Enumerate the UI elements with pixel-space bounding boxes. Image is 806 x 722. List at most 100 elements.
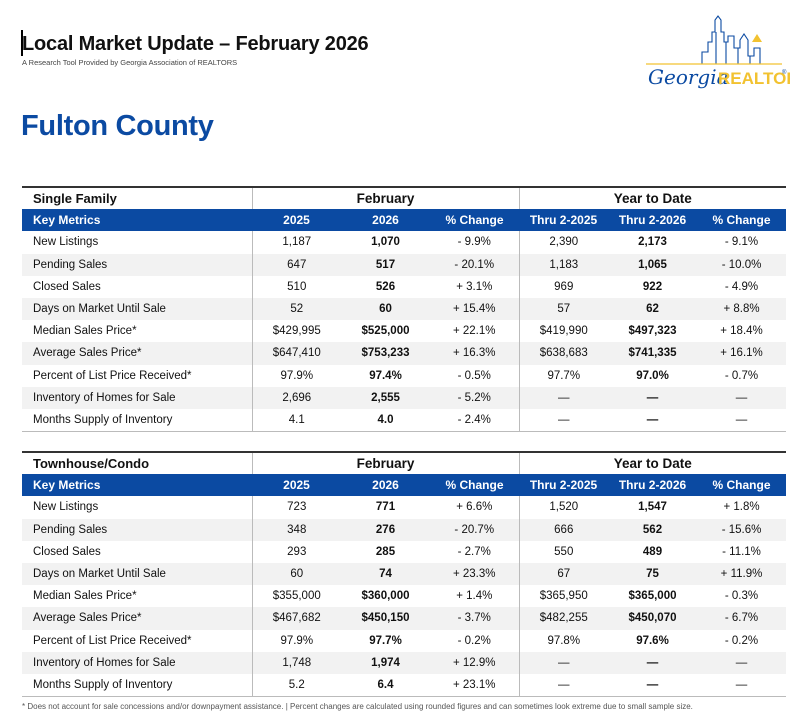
pct-change: - 20.1% — [430, 253, 519, 276]
page-title: Local Market Update – February 2026 — [22, 33, 369, 55]
pct-change: - 2.7% — [457, 545, 491, 558]
value-2025: 97.9% — [251, 629, 341, 652]
value-2026: 1,070 — [371, 236, 400, 249]
column-header-pct-change: % Change — [430, 474, 519, 497]
value-2025: 60 — [251, 562, 341, 586]
pct-change: - 5.2% — [430, 386, 519, 409]
pct-change: - 0.2% — [457, 634, 491, 647]
report-header: Local Market Update – February 2026 A Re… — [0, 0, 806, 110]
ytd-value-2026: 922 — [642, 280, 663, 293]
table-row: Inventory of Homes for Sale 2,696 2,555- 5… — [22, 386, 787, 409]
group-month-header: February — [251, 185, 519, 210]
ytd-value-2025: 666 — [518, 518, 608, 541]
table-row: Months Supply of Inventory 4.1 4.0- 2.4% — —… — [22, 408, 787, 432]
pct-change: - 20.7% — [430, 518, 519, 541]
ytd-value-2026: — — [608, 408, 697, 432]
column-header-ytd-pct-change: % Change — [697, 209, 787, 232]
footnote: * Does not account for sale concessions … — [22, 702, 693, 711]
ytd-value-2026: $741,335 — [608, 342, 697, 365]
value-2025: $355,000 — [251, 585, 341, 608]
column-header-pct-change: % Change — [430, 209, 519, 232]
pct-change: + 16.3% — [430, 342, 519, 365]
ytd-value-2025: 97.8% — [518, 629, 608, 652]
single-family-table: Single Family February Year to Date Key Met… — [22, 185, 787, 432]
ytd-value-2026: 97.6% — [636, 634, 669, 647]
ytd-pct-change: + 1.8% — [723, 501, 760, 514]
ytd-pct-change: — — [697, 673, 787, 697]
metric-label: Closed Sales — [33, 280, 101, 293]
column-header-thru-2025: Thru 2-2025 — [519, 209, 608, 232]
table-row: Percent of List Price Received* 97.9% 97.7… — [22, 629, 786, 652]
group-month-header: February — [251, 450, 519, 475]
metric-label: Inventory of Homes for Sale — [22, 386, 252, 409]
text-cursor — [21, 30, 23, 56]
value-2026: 2,555 — [341, 386, 430, 409]
ytd-value-2025: — — [518, 408, 608, 432]
ytd-value-2025: $482,255 — [518, 607, 608, 630]
column-header-2026: 2026 — [341, 209, 430, 232]
ytd-value-2026: $450,070 — [608, 607, 697, 630]
ytd-value-2026: $365,000 — [628, 590, 677, 603]
value-2025: 2,696 — [251, 386, 341, 409]
logo-registered-mark: ® — [782, 69, 787, 76]
ytd-value-2026: 97.0% — [636, 369, 669, 382]
ytd-value-2025: 550 — [518, 540, 608, 563]
metric-label: Pending Sales — [22, 253, 252, 276]
metric-label: Pending Sales — [22, 518, 252, 541]
page-subtitle: A Research Tool Provided by Georgia Asso… — [22, 58, 238, 67]
ytd-value-2025: 2,390 — [518, 231, 608, 254]
value-2026: 6.4 — [341, 673, 430, 697]
value-2025: 5.2 — [251, 673, 341, 697]
metric-label: New Listings — [33, 501, 99, 514]
metric-label: Median Sales Price* — [33, 325, 137, 338]
value-2025: 510 — [251, 275, 341, 298]
pct-change: - 2.4% — [430, 408, 519, 432]
ytd-pct-change: + 16.1% — [697, 342, 787, 365]
table-row: Months Supply of Inventory 5.2 6.4 + 23.1% —… — [22, 673, 787, 697]
value-2025: 52 — [251, 297, 341, 321]
metric-label: Median Sales Price* — [33, 590, 137, 603]
metric-label: Months Supply of Inventory — [22, 673, 252, 697]
value-2026: $450,150 — [341, 607, 430, 630]
value-2026: 517 — [341, 253, 430, 276]
table-row: Closed Sales 510 526 + 3.1% 969 922 - 4.9% — [22, 275, 786, 298]
table-row: Average Sales Price* $467,682 $450,150- 3.… — [22, 607, 787, 630]
ytd-pct-change: - 10.0% — [697, 253, 787, 276]
ytd-value-2025: 67 — [518, 562, 608, 586]
table-row: New Listings 1,187 1,070 - 9.9% 2,390 2,173 - … — [22, 231, 786, 254]
ytd-value-2025: — — [518, 651, 608, 674]
column-header-ytd-pct-change: % Change — [697, 474, 787, 497]
value-2025: 1,748 — [251, 651, 341, 674]
ytd-pct-change: + 8.8% — [697, 297, 787, 321]
section-header-row: Single Family February Year to Date — [22, 185, 787, 210]
pct-change: - 9.9% — [457, 236, 491, 249]
column-header-2025: 2025 — [252, 209, 341, 232]
metric-label: Closed Sales — [33, 545, 101, 558]
value-2025: 348 — [251, 518, 341, 541]
georgia-realtors-logo: Georgia REALTORS ® — [646, 15, 790, 89]
value-2025: $467,682 — [251, 607, 341, 630]
value-2026: 276 — [341, 518, 430, 541]
ytd-value-2026: 489 — [642, 545, 663, 558]
value-2025: 293 — [251, 540, 341, 563]
column-header-row: Key Metrics 2025 2026% Change Thru 2-2025 Th… — [22, 474, 787, 497]
metric-label: New Listings — [33, 236, 99, 249]
value-2025: $429,995 — [251, 320, 341, 343]
ytd-pct-change: — — [697, 651, 787, 674]
value-2026: 4.0 — [341, 408, 430, 432]
ytd-pct-change: - 9.1% — [724, 236, 759, 249]
value-2025: 723 — [251, 496, 341, 519]
ytd-value-2026: 1,547 — [638, 501, 667, 514]
gold-peak-icon — [752, 34, 762, 42]
section-title: Townhouse/Condo — [22, 450, 252, 475]
ytd-pct-change: — — [697, 386, 787, 409]
ytd-value-2025: 969 — [518, 275, 608, 298]
pct-change: + 12.9% — [430, 651, 519, 674]
ytd-pct-change: - 0.2% — [724, 634, 759, 647]
ytd-value-2026: $497,323 — [628, 325, 677, 338]
ytd-value-2026: 1,065 — [608, 253, 697, 276]
ytd-value-2025: — — [518, 386, 608, 409]
table-row: Average Sales Price* $647,410 $753,233 + 16… — [22, 342, 787, 365]
pct-change: + 6.6% — [456, 501, 493, 514]
logo-brand: REALTORS — [718, 69, 790, 88]
